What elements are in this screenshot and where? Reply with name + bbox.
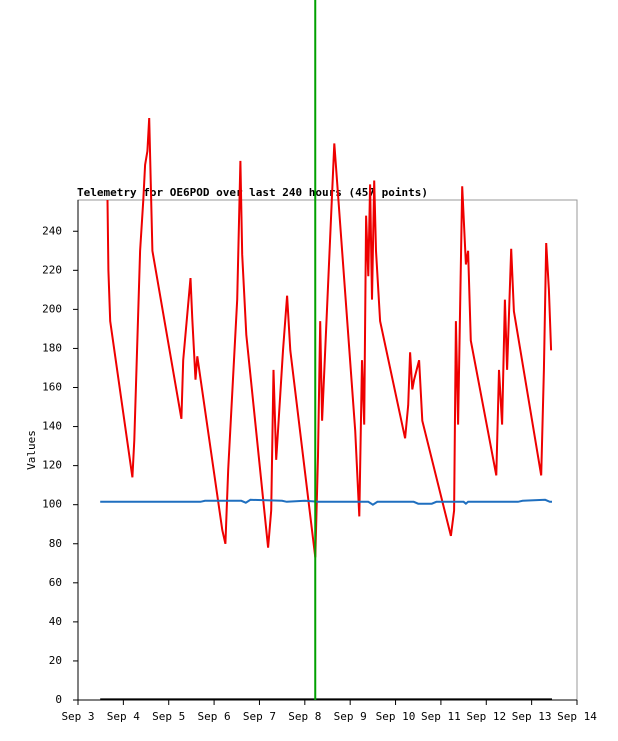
y-tick-label: 80 bbox=[49, 537, 62, 550]
x-tick-label: Sep 3 bbox=[61, 710, 94, 723]
y-tick-label: 220 bbox=[42, 263, 62, 276]
x-tick-label: Sep 4 bbox=[107, 710, 140, 723]
y-tick-label: 40 bbox=[49, 615, 62, 628]
x-tick-label: Sep 13 bbox=[512, 710, 552, 723]
x-tick-label: Sep 5 bbox=[152, 710, 185, 723]
x-tick-label: Sep 7 bbox=[243, 710, 276, 723]
x-tick-label: Sep 6 bbox=[198, 710, 231, 723]
y-tick-label: 0 bbox=[55, 693, 62, 706]
series-line bbox=[106, 117, 553, 558]
x-tick-label: Sep 8 bbox=[288, 710, 321, 723]
y-tick-label: 200 bbox=[42, 302, 62, 315]
y-tick-label: 100 bbox=[42, 498, 62, 511]
x-tick-label: Sep 9 bbox=[334, 710, 367, 723]
x-tick-label: Sep 12 bbox=[466, 710, 506, 723]
x-tick-label: Sep 10 bbox=[376, 710, 416, 723]
plot-frame bbox=[77, 199, 578, 701]
chart-title: Telemetry for OE6POD over last 240 hours… bbox=[77, 186, 428, 199]
series-line bbox=[100, 498, 552, 506]
y-tick-label: 20 bbox=[49, 654, 62, 667]
y-tick-label: 140 bbox=[42, 420, 62, 433]
y-tick-label: 240 bbox=[42, 224, 62, 237]
x-tick-label: Sep 11 bbox=[421, 710, 461, 723]
y-tick-label: 120 bbox=[42, 459, 62, 472]
x-tick-label: Sep 14 bbox=[557, 710, 597, 723]
y-axis-label: Values bbox=[25, 430, 38, 470]
y-tick-label: 180 bbox=[42, 341, 62, 354]
y-tick-label: 160 bbox=[42, 381, 62, 394]
y-tick-label: 60 bbox=[49, 576, 62, 589]
